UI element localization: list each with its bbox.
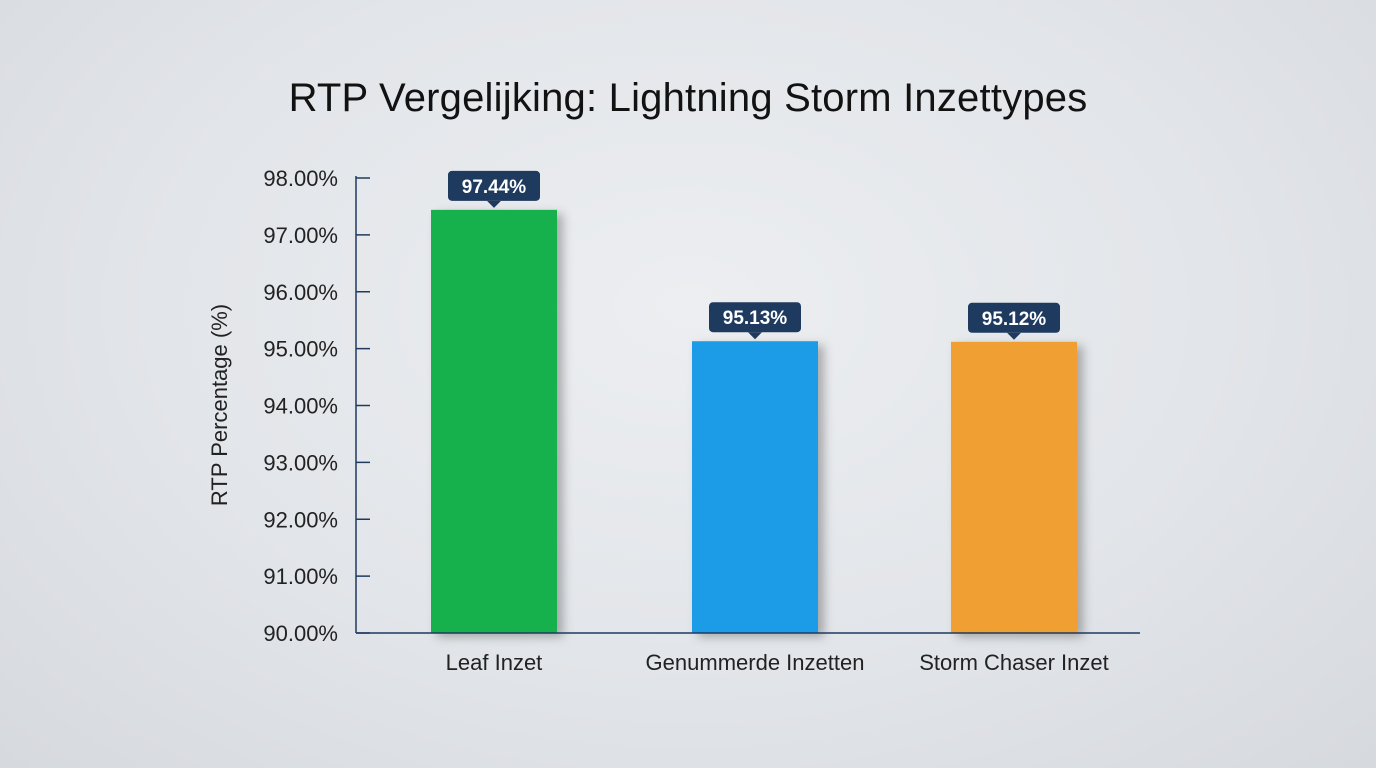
chart-title: RTP Vergelijking: Lightning Storm Inzett… xyxy=(288,76,1088,120)
bar xyxy=(951,341,1077,633)
y-tick-label: 96.00% xyxy=(263,280,338,305)
data-label-text: 95.12% xyxy=(982,309,1047,330)
data-label-box xyxy=(968,302,1060,333)
x-category-label: Genummerde Inzetten xyxy=(646,650,865,675)
y-tick-label: 97.00% xyxy=(263,223,338,248)
y-tick-label: 98.00% xyxy=(263,166,338,191)
data-label: 97.44% xyxy=(448,170,540,208)
data-label-pointer xyxy=(748,332,762,340)
x-category-label: Leaf Inzet xyxy=(446,650,543,675)
bar xyxy=(431,209,557,633)
y-tick-label: 90.00% xyxy=(263,621,338,646)
y-tick-label: 91.00% xyxy=(263,564,338,589)
data-label: 95.12% xyxy=(968,302,1060,340)
y-tick-label: 92.00% xyxy=(263,507,338,532)
y-tick-label: 94.00% xyxy=(263,394,338,419)
data-label-text: 97.44% xyxy=(462,177,527,198)
y-tick-label: 95.00% xyxy=(263,337,338,362)
data-label-pointer xyxy=(487,200,501,208)
data-label-box xyxy=(448,170,540,201)
data-label-pointer xyxy=(1007,332,1021,340)
data-label-box xyxy=(709,302,801,333)
x-category-label: Storm Chaser Inzet xyxy=(919,650,1109,675)
y-tick-label: 93.00% xyxy=(263,450,338,475)
y-axis-label: RTP Percentage (%) xyxy=(207,304,232,506)
data-label: 95.13% xyxy=(709,302,801,340)
data-label-text: 95.13% xyxy=(723,308,788,329)
bar xyxy=(692,341,818,633)
